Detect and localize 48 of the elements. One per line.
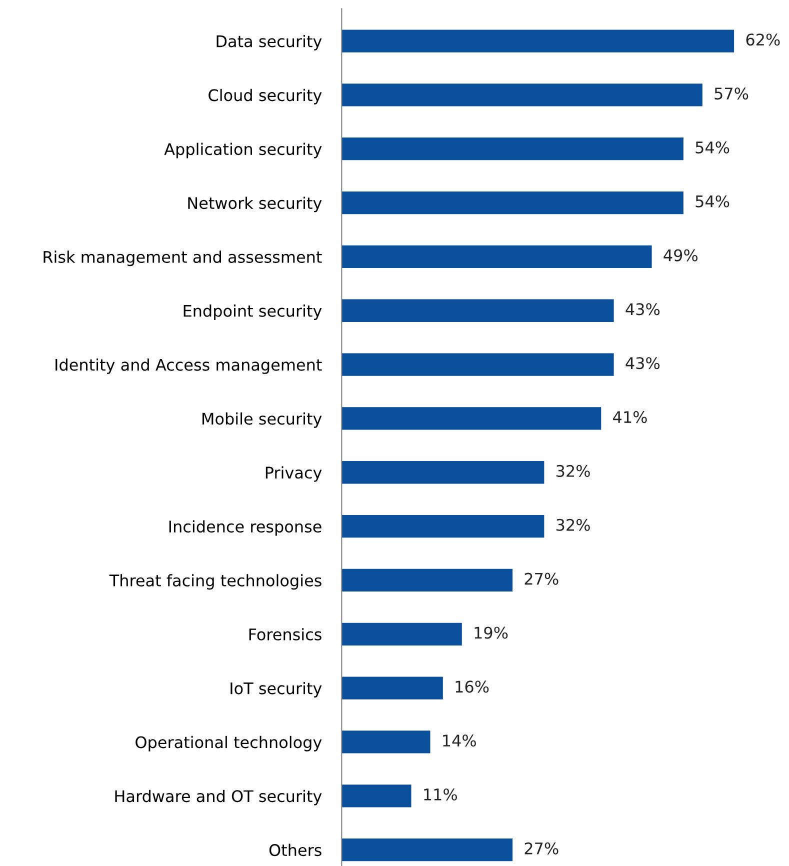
data-label: 16% bbox=[456, 680, 489, 693]
bar bbox=[342, 353, 614, 376]
data-label: 54% bbox=[696, 141, 730, 154]
y-tick-label: Data security bbox=[216, 34, 322, 50]
y-tick-label: Risk management and assessment bbox=[44, 250, 322, 266]
y-tick-label: Incidence response bbox=[169, 520, 322, 536]
data-label: 49% bbox=[664, 249, 698, 262]
bar bbox=[342, 730, 430, 754]
data-label: 57% bbox=[714, 87, 748, 100]
bar bbox=[342, 299, 614, 322]
bar bbox=[342, 138, 684, 160]
bar bbox=[342, 461, 544, 484]
y-tick-label: Identity and Access management bbox=[56, 358, 322, 374]
y-tick-label: Network security bbox=[188, 196, 322, 212]
data-label: 41% bbox=[613, 411, 647, 424]
y-tick-label: Forensics bbox=[249, 628, 322, 640]
bar bbox=[342, 784, 412, 808]
bar bbox=[342, 407, 602, 430]
y-tick-label: Endpoint security bbox=[184, 304, 322, 320]
data-label: 43% bbox=[626, 303, 660, 316]
data-label: 27% bbox=[524, 572, 558, 585]
bar bbox=[342, 838, 513, 862]
bar bbox=[342, 568, 513, 592]
y-tick-label: IoT security bbox=[230, 682, 322, 698]
y-tick-label: Privacy bbox=[266, 466, 322, 482]
y-tick-label: Hardware and OT security bbox=[115, 790, 322, 806]
bar bbox=[342, 191, 684, 214]
data-label: 43% bbox=[626, 357, 660, 370]
y-tick-label: Operational technology bbox=[136, 736, 322, 752]
bar bbox=[342, 84, 702, 106]
y-tick-label: Application security bbox=[164, 142, 322, 158]
y-tick-label: Cloud security bbox=[208, 88, 322, 104]
data-label: 27% bbox=[524, 842, 558, 854]
y-tick-label: Others bbox=[269, 844, 322, 856]
y-tick-label: Threat facing technologies bbox=[109, 574, 322, 590]
bar bbox=[342, 622, 462, 646]
data-label: 62% bbox=[746, 34, 780, 46]
bar bbox=[342, 514, 544, 538]
data-label: 32% bbox=[556, 464, 590, 478]
data-label: 14% bbox=[443, 734, 476, 747]
data-label: 32% bbox=[556, 518, 590, 531]
data-label: 54% bbox=[696, 195, 730, 208]
y-tick-label: Mobile security bbox=[202, 412, 322, 428]
bar bbox=[342, 676, 443, 700]
bar bbox=[342, 30, 734, 52]
data-label: 19% bbox=[474, 626, 508, 639]
bar bbox=[342, 245, 652, 268]
data-label: 11% bbox=[424, 788, 457, 801]
